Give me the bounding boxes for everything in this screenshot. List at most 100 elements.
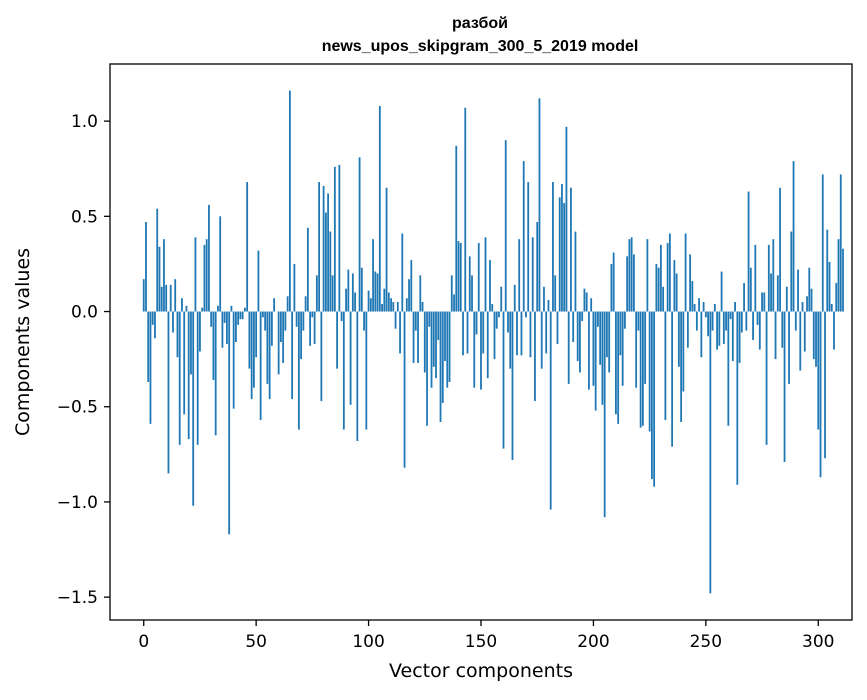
bar [451, 275, 453, 311]
bar [383, 289, 385, 312]
y-axis: −1.5−1.0−0.50.00.51.0 [57, 112, 110, 608]
bar [332, 275, 334, 311]
bar [406, 298, 408, 311]
bar [365, 312, 367, 430]
bar [237, 312, 239, 325]
bar [311, 312, 313, 318]
bar [532, 237, 534, 311]
bar [197, 312, 199, 445]
bar [177, 312, 179, 358]
bar [359, 157, 361, 311]
bar [714, 304, 716, 312]
bar [640, 312, 642, 428]
bar [282, 312, 284, 363]
bar [617, 312, 619, 424]
bar [817, 312, 819, 430]
bar [156, 209, 158, 312]
y-axis-label: Components values [12, 248, 34, 436]
bar [440, 312, 442, 422]
bar [554, 275, 556, 311]
bar [629, 239, 631, 311]
bar [190, 312, 192, 375]
bar [806, 296, 808, 311]
bar [206, 239, 208, 311]
x-tick-label: 0 [138, 632, 149, 652]
bar [563, 203, 565, 312]
bar [633, 254, 635, 311]
bar [694, 304, 696, 312]
bar [541, 312, 543, 369]
bar [734, 302, 736, 312]
x-tick-label: 200 [577, 632, 609, 652]
bar [743, 283, 745, 312]
bar [309, 312, 311, 346]
bar [208, 205, 210, 312]
bar [581, 312, 583, 322]
bars-layer [143, 91, 844, 594]
bar [390, 298, 392, 311]
bar [572, 312, 574, 342]
bar [503, 312, 505, 449]
bar [460, 243, 462, 312]
bar [199, 312, 201, 352]
bar [741, 312, 743, 333]
bar [604, 312, 606, 518]
y-tick-label: 0.5 [71, 207, 98, 227]
bar [251, 312, 253, 400]
bar [770, 273, 772, 311]
y-tick-label: 0.0 [71, 303, 98, 323]
bar [226, 312, 228, 344]
bar [343, 312, 345, 430]
x-tick-label: 150 [465, 632, 497, 652]
bar [482, 312, 484, 354]
x-tick-label: 50 [245, 632, 267, 652]
bar [838, 239, 840, 311]
bar [557, 312, 559, 344]
bar [395, 312, 397, 329]
bar [341, 312, 343, 322]
bar [179, 312, 181, 445]
bar [233, 312, 235, 409]
bar [435, 312, 437, 379]
bar [372, 239, 374, 311]
bar [577, 312, 579, 362]
bar [485, 237, 487, 311]
bar [154, 312, 156, 339]
bar [568, 312, 570, 384]
bar [224, 312, 226, 323]
bar [539, 98, 541, 311]
x-tick-label: 300 [802, 632, 834, 652]
bar [473, 312, 475, 388]
bar [305, 296, 307, 311]
bar [145, 222, 147, 311]
bar [161, 287, 163, 312]
bar [804, 312, 806, 352]
bar [725, 312, 727, 331]
bar [646, 239, 648, 311]
bar [192, 312, 194, 506]
bar [667, 243, 669, 312]
bar [730, 312, 732, 320]
y-tick-label: −0.5 [57, 398, 98, 418]
bar [599, 312, 601, 365]
bar [336, 312, 338, 369]
bar [419, 275, 421, 311]
bar [467, 312, 469, 354]
bar [408, 279, 410, 311]
bar [669, 233, 671, 311]
bar [240, 312, 242, 320]
y-tick-label: −1.0 [57, 493, 98, 513]
bar [570, 188, 572, 312]
bar [269, 312, 271, 400]
bar [595, 312, 597, 411]
bar [363, 312, 365, 331]
bar [687, 312, 689, 348]
bar [491, 304, 493, 312]
bar [280, 312, 282, 342]
bar [296, 312, 298, 327]
bar [489, 260, 491, 311]
bar [797, 270, 799, 312]
bar [550, 312, 552, 510]
